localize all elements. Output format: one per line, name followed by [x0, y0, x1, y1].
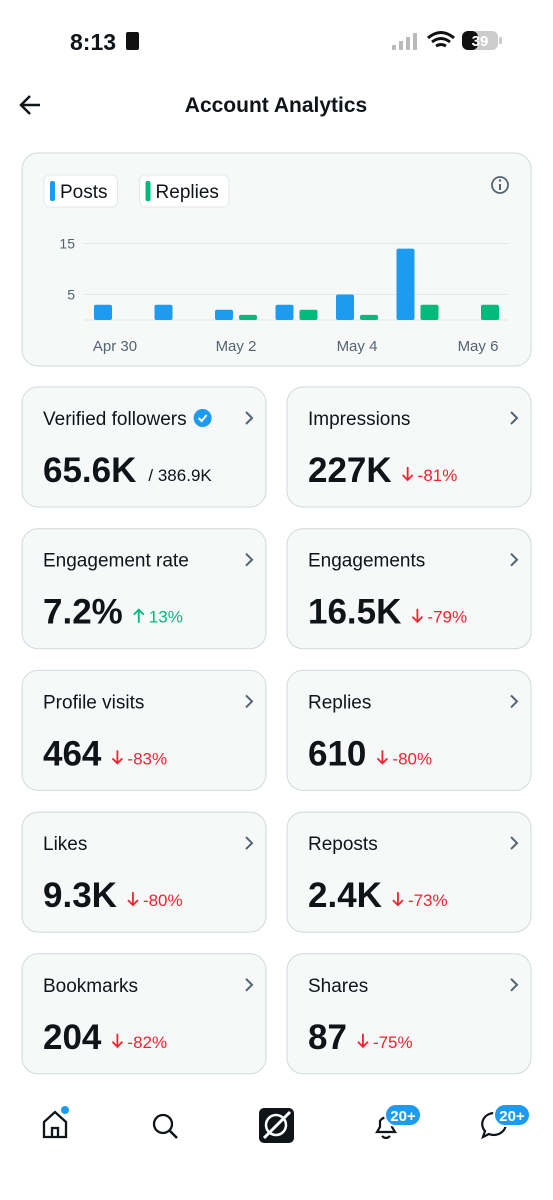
chevron — [510, 552, 519, 567]
legend-chip[interactable] — [139, 174, 230, 208]
metric-change: -80% — [143, 891, 183, 910]
page-title: Account Analytics — [185, 94, 367, 117]
y-tick-label: 15 — [59, 236, 75, 252]
grok-tab[interactable] — [259, 1108, 294, 1143]
x-tick-label: May 2 — [216, 338, 257, 355]
chevron — [510, 694, 519, 709]
chevron — [245, 694, 254, 709]
metric-card[interactable] — [286, 386, 532, 508]
metric-value: 2.4K — [308, 876, 382, 915]
metric-card[interactable] — [286, 953, 532, 1075]
change-arrow — [402, 467, 414, 482]
metric-card[interactable] — [286, 811, 532, 933]
bar — [275, 304, 294, 320]
metric-label: Profile visits — [43, 692, 144, 713]
metric-label: Engagements — [308, 551, 425, 572]
x-tick-label: Apr 30 — [93, 338, 137, 355]
bar — [154, 304, 173, 320]
metric-label: Bookmarks — [43, 976, 138, 997]
bar — [396, 248, 415, 320]
change-arrow — [357, 1033, 369, 1049]
metric-change: -79% — [427, 608, 467, 627]
change-arrow — [111, 1033, 124, 1049]
metric-change: -83% — [127, 749, 167, 768]
x-tick-label: May 4 — [337, 338, 378, 355]
metric-change: -75% — [373, 1033, 413, 1052]
chevron — [510, 836, 519, 850]
bar — [420, 304, 439, 320]
metric-card[interactable] — [21, 528, 267, 650]
metric-label: Impressions — [308, 409, 410, 430]
bar — [215, 309, 233, 320]
metric-label: Likes — [43, 834, 87, 855]
tab-bar — [42, 1103, 531, 1143]
chevron — [510, 978, 519, 992]
chevron — [245, 836, 254, 850]
legend-swatch — [50, 181, 55, 201]
change-arrow — [111, 750, 124, 765]
bar — [360, 314, 378, 320]
bar — [94, 304, 112, 320]
bar — [239, 314, 257, 320]
chevron — [245, 552, 254, 567]
y-tick-label: 5 — [67, 287, 75, 303]
search-tab[interactable] — [152, 1113, 178, 1139]
notifications-badge: 20+ — [390, 1108, 416, 1125]
metric-label: Shares — [308, 976, 368, 997]
metric-total: / 386.9K — [148, 466, 212, 485]
legend-chip[interactable] — [43, 174, 119, 208]
x-tick-label: May 6 — [458, 338, 499, 355]
metric-value: 610 — [308, 734, 366, 773]
bar — [481, 304, 499, 320]
verified-badge — [193, 409, 212, 427]
metric-value: 87 — [308, 1018, 347, 1057]
metric-value: 65.6K — [43, 451, 136, 490]
metric-card[interactable] — [21, 953, 267, 1075]
info-icon[interactable] — [491, 176, 509, 194]
legend-label: Replies — [156, 182, 219, 203]
messages-badge: 20+ — [499, 1108, 525, 1125]
battery-level: 39 — [472, 33, 489, 50]
change-arrow — [127, 892, 139, 907]
back-button[interactable] — [19, 95, 40, 115]
legend-swatch — [145, 181, 151, 201]
legend-label: Posts — [60, 182, 108, 203]
metric-value: 227K — [308, 451, 392, 490]
metric-card[interactable] — [286, 669, 532, 791]
metric-value: 464 — [43, 734, 102, 773]
bar — [336, 294, 354, 320]
metric-value: 9.3K — [43, 876, 117, 915]
metric-label: Replies — [308, 692, 371, 713]
verified-check — [197, 414, 208, 423]
metric-card[interactable] — [286, 528, 532, 650]
home-tab[interactable] — [42, 1110, 68, 1139]
metric-change: -81% — [418, 466, 458, 485]
metric-change: 13% — [149, 608, 183, 627]
status-time: 8:13 — [70, 29, 116, 55]
metric-card[interactable] — [21, 811, 267, 933]
metric-label: Reposts — [308, 834, 378, 855]
chevron — [245, 978, 254, 992]
chevron — [510, 411, 519, 425]
change-arrow — [133, 608, 145, 623]
bar — [299, 309, 318, 320]
metric-card[interactable] — [21, 669, 267, 791]
metric-value: 16.5K — [308, 593, 401, 632]
change-arrow — [376, 750, 389, 765]
metric-label: Verified followers — [43, 409, 187, 430]
metric-value: 204 — [43, 1018, 102, 1057]
metric-value: 7.2% — [43, 593, 123, 632]
chevron — [245, 411, 254, 425]
metric-change: -80% — [392, 749, 432, 768]
metric-change: -73% — [408, 891, 448, 910]
metric-change: -82% — [127, 1033, 167, 1052]
metric-label: Engagement rate — [43, 551, 189, 572]
change-arrow — [392, 892, 404, 907]
status-icons — [126, 31, 502, 50]
change-arrow — [411, 608, 424, 623]
